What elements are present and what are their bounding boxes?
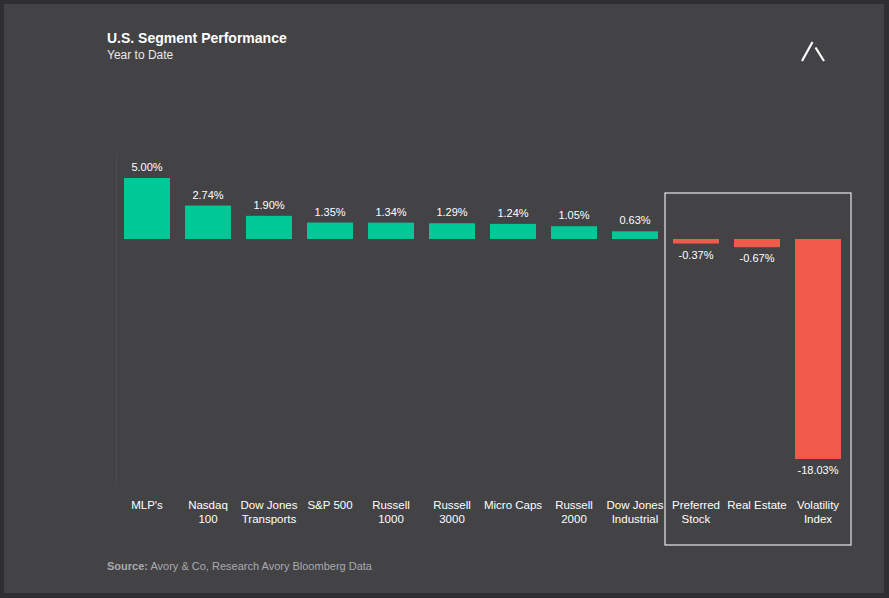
category-label-line: Dow Jones [241, 499, 298, 511]
panel [4, 4, 884, 593]
bar [673, 239, 719, 244]
bars [124, 178, 841, 459]
category-label-line: 1000 [378, 513, 404, 525]
bar [734, 239, 780, 247]
category-label-line: MLP's [131, 499, 163, 511]
data-label: 1.24% [497, 207, 528, 219]
category-label-line: 2000 [561, 513, 587, 525]
source-text: Avory & Co, Research Avory Bloomberg Dat… [148, 560, 373, 572]
category-label-line: Index [804, 513, 832, 525]
category-label: Russell 1000 [372, 499, 410, 525]
category-label: Preferred Stock [672, 499, 720, 525]
category-label-line: Industrial [612, 513, 659, 525]
data-label: 2.74% [192, 189, 223, 201]
bar [551, 226, 597, 239]
source: Source: Avory & Co, Research Avory Bloom… [107, 560, 373, 572]
category-label-line: 100 [198, 513, 217, 525]
bar [612, 231, 658, 239]
background [0, 0, 889, 598]
bar [490, 224, 536, 239]
bar [795, 239, 841, 459]
category-label-line: Russell [555, 499, 593, 511]
data-label: -0.37% [679, 249, 714, 261]
chart: U.S. Segment Performance Year to Date 5.00… [0, 0, 889, 598]
bar [429, 223, 475, 239]
data-label: 1.05% [558, 209, 589, 221]
category-label: Nasdaq 100 [188, 499, 228, 525]
category-label-line: Russell [372, 499, 410, 511]
bar [185, 206, 231, 239]
data-label: -18.03% [798, 464, 839, 476]
data-label: -0.67% [740, 252, 775, 264]
category-label-line: 3000 [439, 513, 465, 525]
bar [307, 223, 353, 239]
data-label: 1.34% [375, 206, 406, 218]
category-label-line: Nasdaq [188, 499, 228, 511]
subtitle: Year to Date [107, 48, 174, 62]
category-label-line: Russell [433, 499, 471, 511]
category-label-line: Dow Jones [607, 499, 664, 511]
category-label: Dow Jones Transports [241, 499, 298, 525]
category-label-line: Stock [682, 513, 711, 525]
data-label: 5.00% [131, 161, 162, 173]
logo [802, 42, 824, 61]
highlight-box [665, 193, 851, 545]
bar [368, 223, 414, 239]
data-label: 1.29% [436, 206, 467, 218]
category-label: Russell 3000 [433, 499, 471, 525]
category-label-line: S&P 500 [307, 499, 352, 511]
bar [124, 178, 170, 239]
category-label: Real Estate [727, 499, 786, 511]
data-label: 1.35% [314, 206, 345, 218]
category-label: Micro Caps [484, 499, 542, 511]
category-label-line: Micro Caps [484, 499, 542, 511]
category-label-line: Volatility [797, 499, 839, 511]
category-label: Dow Jones Industrial [607, 499, 664, 525]
data-label: 0.63% [619, 214, 650, 226]
bar [246, 216, 292, 239]
data-label: 1.90% [253, 199, 284, 211]
source-label: Source: [107, 560, 148, 572]
y-axis-line [116, 154, 117, 483]
category-label: Volatility Index [797, 499, 839, 525]
category-label: MLP's [131, 499, 163, 511]
category-label-line: Transports [242, 513, 297, 525]
category-label: Russell 2000 [555, 499, 593, 525]
category-label: S&P 500 [307, 499, 352, 511]
category-label-line: Preferred [672, 499, 720, 511]
category-label-line: Real Estate [727, 499, 786, 511]
title: U.S. Segment Performance [107, 30, 287, 46]
